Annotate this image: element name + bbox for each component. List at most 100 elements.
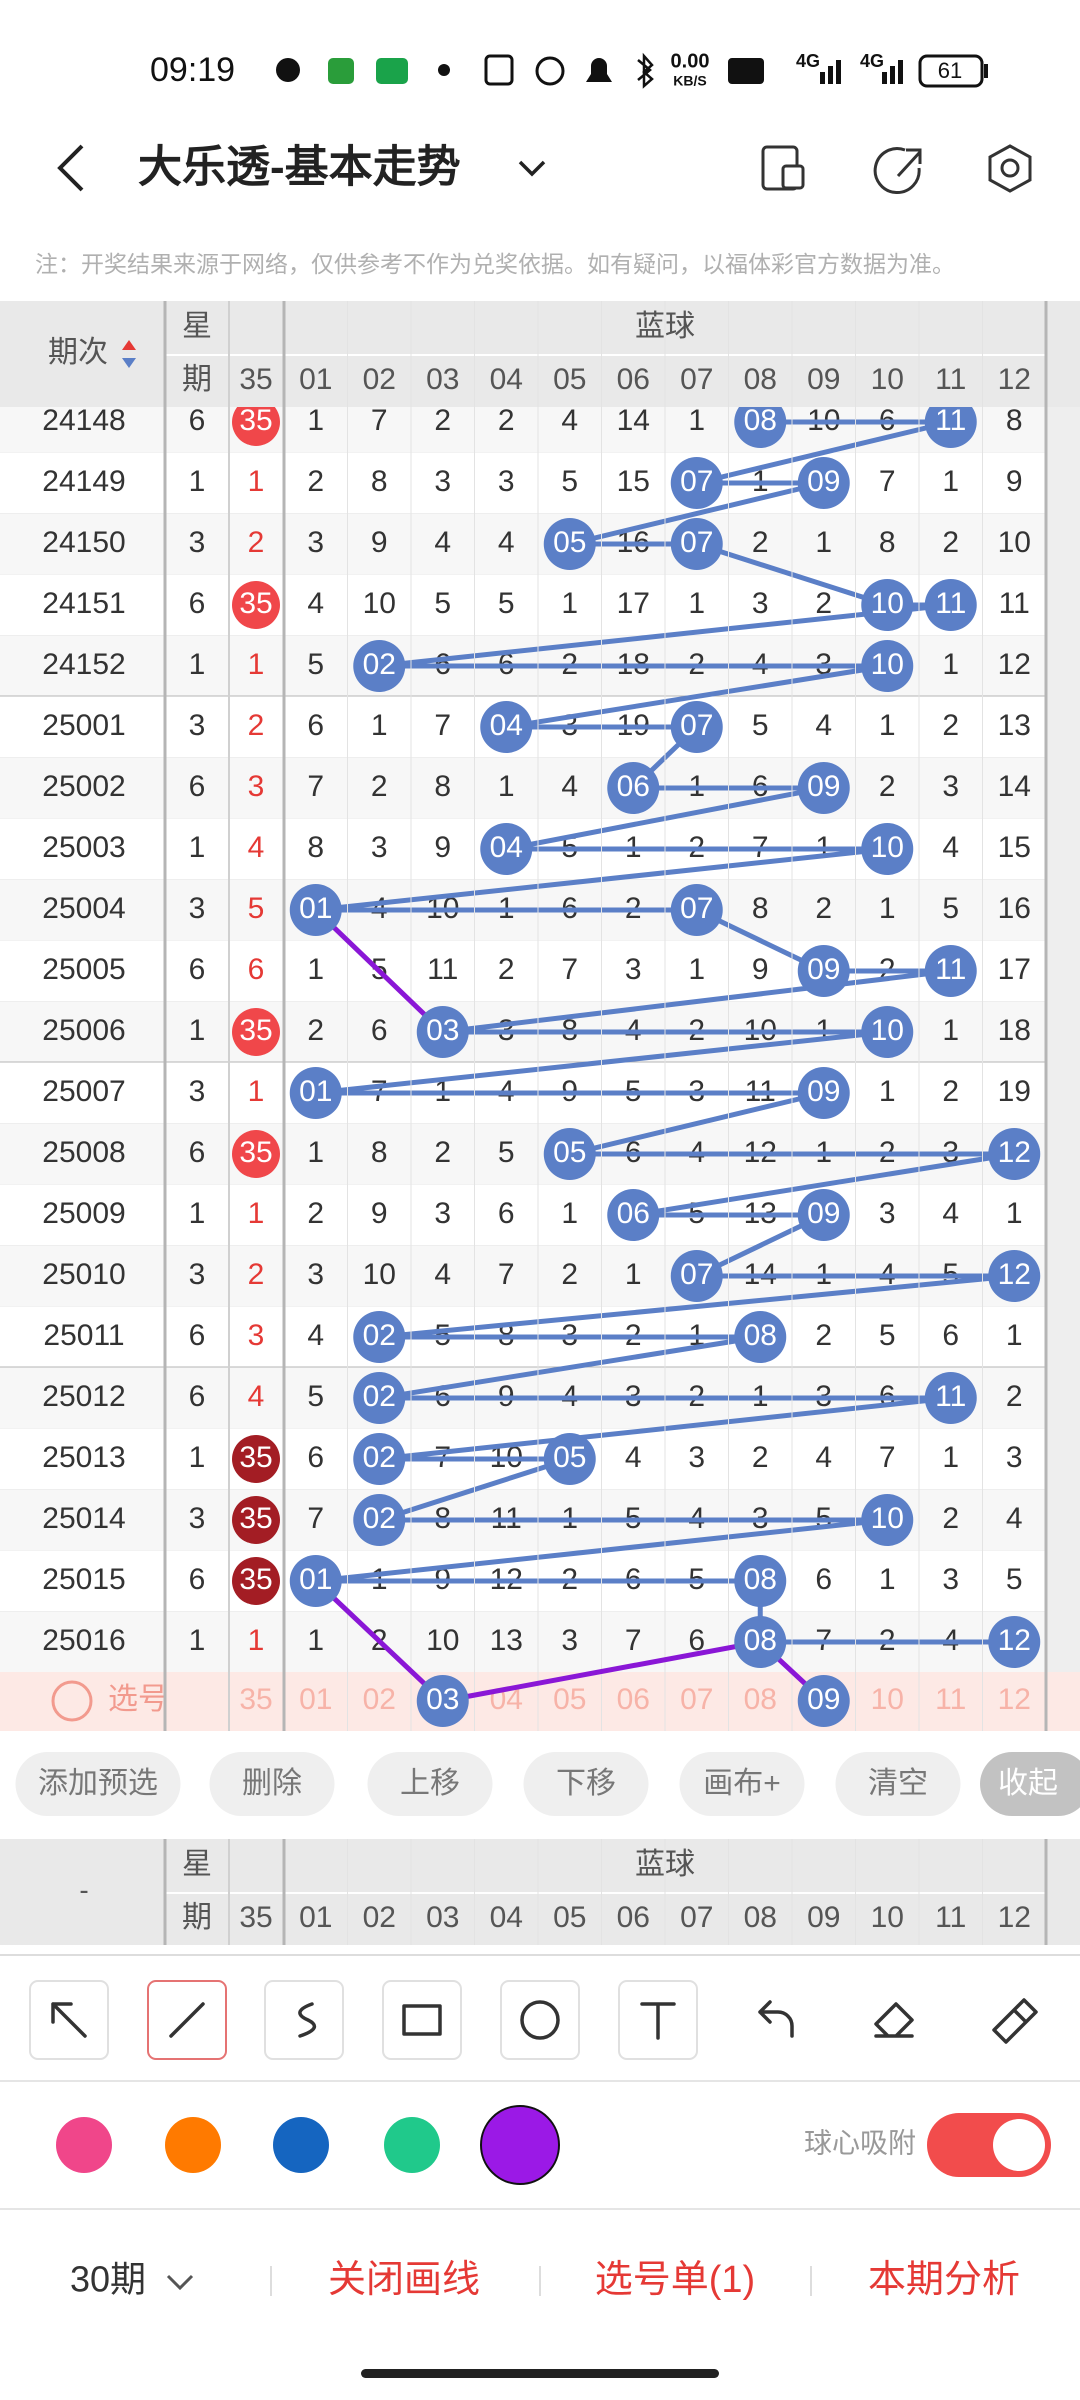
settings-button[interactable] xyxy=(988,144,1032,193)
tool-button[interactable] xyxy=(264,1980,344,2060)
blue-ball xyxy=(289,884,342,936)
pick-number[interactable]: 08 xyxy=(744,1683,777,1716)
blue-ball xyxy=(353,1372,406,1424)
miss-count: 3 xyxy=(625,953,642,986)
tool-icon[interactable] xyxy=(758,2000,794,2038)
color-swatch[interactable] xyxy=(384,2117,440,2173)
blue-ball-label: 08 xyxy=(744,1624,777,1657)
bottom-action[interactable]: 选号单(1) xyxy=(595,2259,755,2301)
pick-number[interactable]: 12 xyxy=(998,1683,1031,1716)
drawn-line xyxy=(314,1579,445,1703)
blue-ball-label: 03 xyxy=(426,1014,459,1047)
tool-icon[interactable] xyxy=(874,2002,914,2038)
pick-number[interactable]: 03 xyxy=(426,1683,459,1716)
column-header: 04 xyxy=(490,1901,523,1934)
action-button-label[interactable]: 删除 xyxy=(242,1767,302,1800)
action-button[interactable] xyxy=(367,1752,493,1816)
action-button[interactable] xyxy=(980,1752,1080,1816)
action-button-label[interactable]: 下移 xyxy=(556,1767,616,1800)
column-header: 12 xyxy=(998,363,1031,396)
c35-ball xyxy=(232,398,280,446)
weekday: 6 xyxy=(189,953,206,986)
period: 25002 xyxy=(42,770,125,803)
blue-ball-label: 09 xyxy=(807,465,840,498)
action-button-label[interactable]: 清空 xyxy=(868,1767,928,1800)
pick-label: 选号 xyxy=(108,1683,168,1716)
tool-icon[interactable] xyxy=(169,2002,205,2038)
c35-value: 2 xyxy=(248,526,265,559)
pick-ball[interactable] xyxy=(416,1675,469,1727)
blue-ball-label: 08 xyxy=(744,404,777,437)
weekday: 1 xyxy=(189,1624,206,1657)
tool-icon[interactable] xyxy=(640,2002,676,2040)
tool-button[interactable] xyxy=(500,1980,580,2060)
miss-count: 2 xyxy=(752,526,769,559)
period-select[interactable]: 30期 xyxy=(70,2259,146,2300)
tool-icon[interactable] xyxy=(520,2000,560,2040)
bottom-action[interactable]: 本期分析 xyxy=(868,2259,1020,2301)
blue-ball-label: 01 xyxy=(299,1075,332,1108)
blue-ball xyxy=(670,701,723,753)
weekday: 6 xyxy=(189,1319,206,1352)
miss-count: 3 xyxy=(879,1197,896,1230)
tool-icon[interactable] xyxy=(992,1998,1038,2044)
pick-number[interactable]: 10 xyxy=(871,1683,904,1716)
miss-count: 3 xyxy=(371,831,388,864)
share-button[interactable] xyxy=(873,147,922,195)
miss-count: 5 xyxy=(942,892,959,925)
color-swatch[interactable] xyxy=(56,2117,112,2173)
status-icons xyxy=(276,52,988,89)
pick-number[interactable]: 09 xyxy=(807,1683,840,1716)
page-title[interactable]: 大乐透-基本走势 xyxy=(138,143,461,192)
color-swatch[interactable] xyxy=(273,2117,329,2173)
tool-button[interactable] xyxy=(382,1980,462,2060)
bottom-action[interactable]: 关闭画线 xyxy=(328,2259,480,2301)
blue-ball-label: 11 xyxy=(935,953,966,986)
tool-icon[interactable] xyxy=(402,2004,442,2036)
pick-number[interactable]: 02 xyxy=(363,1683,396,1716)
action-button-label[interactable]: 添加预选 xyxy=(38,1767,158,1800)
miss-count: 1 xyxy=(307,1624,324,1657)
column-header: 01 xyxy=(299,363,332,396)
action-button-label[interactable]: 画布+ xyxy=(703,1767,781,1800)
miss-count: 2 xyxy=(815,587,832,620)
miss-count: 7 xyxy=(561,953,578,986)
c35-ball-label: 35 xyxy=(239,1014,272,1047)
miss-count: 8 xyxy=(434,770,451,803)
action-button[interactable] xyxy=(679,1752,805,1816)
miss-count: 10 xyxy=(363,587,396,620)
column-header: 02 xyxy=(363,1901,396,1934)
miss-count: 1 xyxy=(561,587,578,620)
pick-ball[interactable] xyxy=(797,1675,850,1727)
rotate-button[interactable] xyxy=(761,145,805,191)
miss-count: 4 xyxy=(498,526,515,559)
action-button-label[interactable]: 上移 xyxy=(400,1767,460,1800)
period: 24151 xyxy=(42,587,125,620)
pick-number[interactable]: 07 xyxy=(680,1683,713,1716)
weekday: 1 xyxy=(189,1014,206,1047)
tool-icon[interactable] xyxy=(298,2002,317,2038)
pick-number[interactable]: 05 xyxy=(553,1683,586,1716)
weekday: 6 xyxy=(189,1136,206,1169)
c35-value: 4 xyxy=(248,1380,265,1413)
pick-number[interactable]: 11 xyxy=(935,1683,966,1716)
action-button[interactable] xyxy=(209,1752,335,1816)
action-button[interactable] xyxy=(835,1752,961,1816)
period-header[interactable]: 期次 xyxy=(48,336,108,369)
miss-count: 6 xyxy=(307,709,324,742)
action-button[interactable] xyxy=(15,1752,181,1816)
blue-ball-label: 05 xyxy=(553,1136,586,1169)
action-button[interactable] xyxy=(523,1752,649,1816)
miss-count: 3 xyxy=(498,465,515,498)
pick-number[interactable]: 01 xyxy=(299,1683,332,1716)
title-dropdown[interactable] xyxy=(518,160,546,177)
color-swatch[interactable] xyxy=(165,2117,221,2173)
pick-radio[interactable] xyxy=(51,1680,93,1722)
pick-c35[interactable]: 35 xyxy=(239,1683,272,1716)
action-button-label[interactable]: 收起 xyxy=(998,1767,1058,1800)
back-button[interactable] xyxy=(57,144,84,192)
pick-number[interactable]: 06 xyxy=(617,1683,650,1716)
tool-icon[interactable] xyxy=(51,2002,87,2038)
color-swatch[interactable] xyxy=(480,2105,560,2185)
miss-count: 2 xyxy=(434,1136,451,1169)
